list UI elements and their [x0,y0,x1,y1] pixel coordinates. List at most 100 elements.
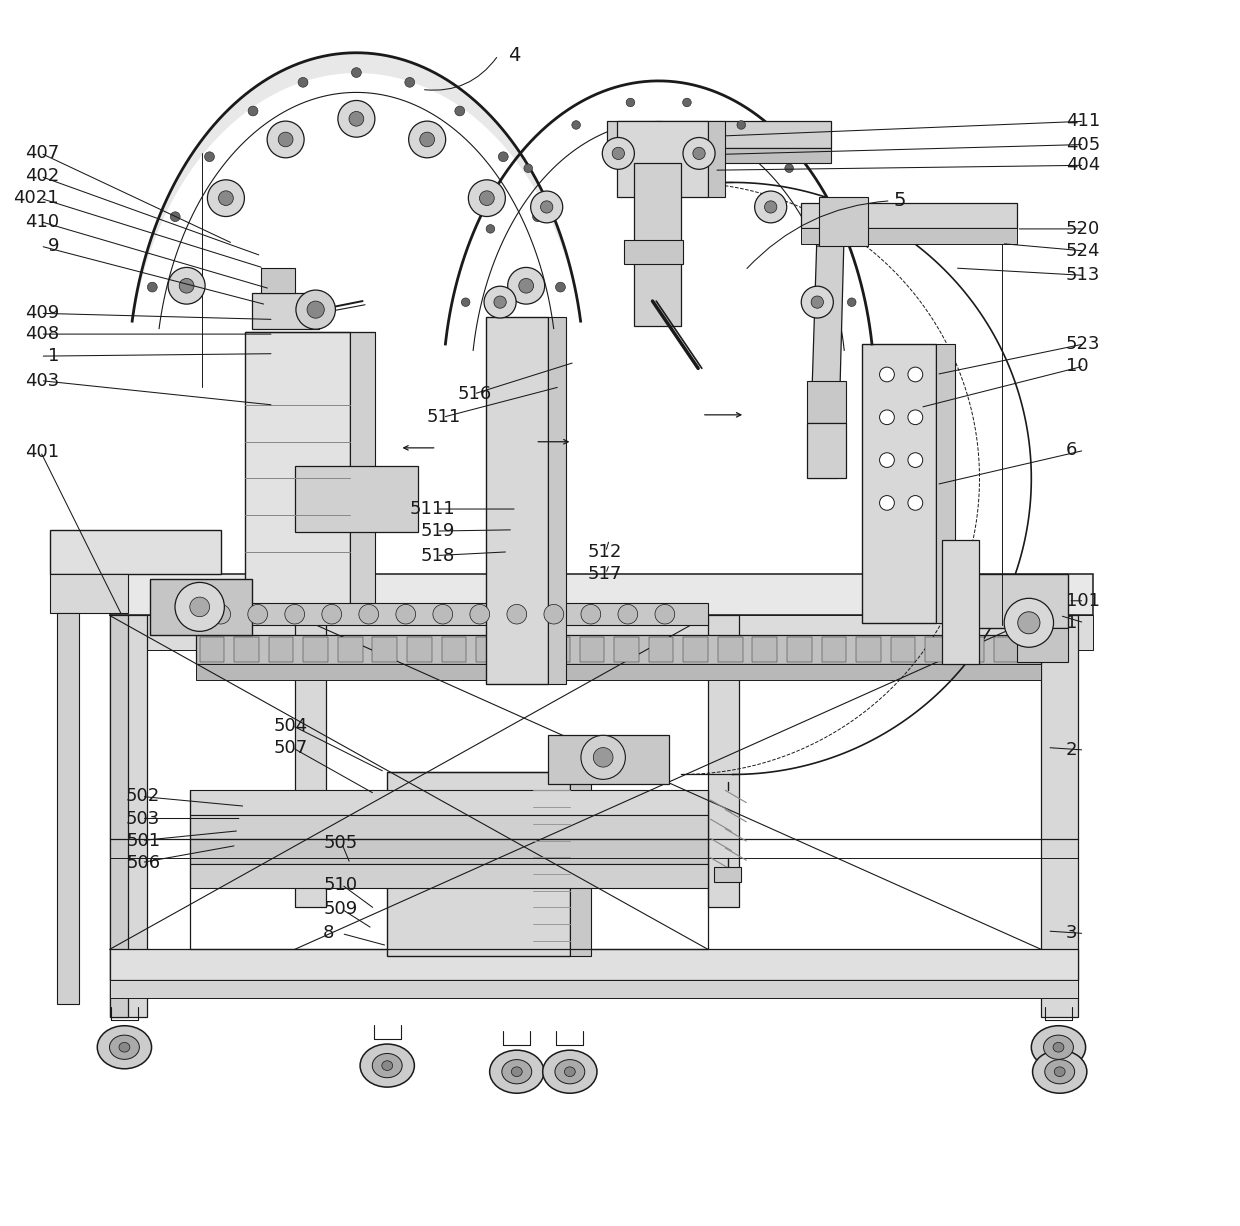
Circle shape [494,295,506,308]
Circle shape [908,367,923,381]
Polygon shape [190,864,708,888]
Circle shape [207,180,244,217]
Ellipse shape [372,1053,402,1078]
Polygon shape [196,664,1042,680]
Polygon shape [1042,615,1079,1016]
Circle shape [1018,612,1040,634]
Polygon shape [614,638,639,662]
Circle shape [433,604,453,624]
Text: 402: 402 [25,167,60,185]
Polygon shape [925,638,950,662]
Polygon shape [109,574,1092,615]
Text: 6: 6 [1066,441,1078,460]
Circle shape [626,98,635,107]
Polygon shape [200,638,224,662]
Polygon shape [196,603,708,625]
Circle shape [337,101,374,137]
Circle shape [267,121,304,158]
Circle shape [396,604,415,624]
Circle shape [285,604,305,624]
Polygon shape [708,121,725,197]
Polygon shape [960,638,985,662]
Polygon shape [109,615,128,1016]
Polygon shape [109,980,1079,998]
Polygon shape [372,638,397,662]
Polygon shape [295,615,326,906]
Circle shape [811,295,823,308]
Polygon shape [51,574,128,613]
Text: 524: 524 [1066,242,1100,260]
Circle shape [470,604,490,624]
Ellipse shape [382,1060,393,1070]
Polygon shape [856,638,880,662]
Circle shape [507,604,527,624]
Polygon shape [234,638,259,662]
Polygon shape [548,318,567,684]
Circle shape [455,107,465,116]
Circle shape [879,367,894,381]
Circle shape [655,604,675,624]
Ellipse shape [1054,1067,1065,1076]
Text: 9: 9 [47,237,60,255]
Polygon shape [150,579,252,635]
Circle shape [693,147,706,159]
Text: 517: 517 [587,565,621,582]
Text: 518: 518 [420,547,455,564]
Circle shape [785,164,794,173]
Text: 1: 1 [1066,614,1078,631]
Polygon shape [942,539,980,664]
Polygon shape [807,423,846,478]
Text: 509: 509 [324,900,357,918]
Circle shape [603,137,635,169]
Circle shape [908,409,923,424]
Text: 513: 513 [1066,266,1100,284]
Circle shape [205,152,215,162]
Text: 512: 512 [587,543,621,560]
Polygon shape [295,466,418,532]
Polygon shape [109,949,1079,980]
Circle shape [348,112,363,126]
Circle shape [765,201,776,213]
Polygon shape [190,791,708,815]
Polygon shape [822,638,846,662]
Polygon shape [862,343,936,623]
Polygon shape [441,638,466,662]
Polygon shape [606,121,832,148]
Polygon shape [109,615,1092,650]
Polygon shape [304,638,329,662]
Circle shape [190,597,210,617]
Polygon shape [350,332,374,619]
Circle shape [409,121,445,158]
Ellipse shape [360,1045,414,1087]
Polygon shape [262,268,295,293]
Ellipse shape [1053,1042,1064,1052]
Circle shape [908,452,923,467]
Circle shape [1004,598,1054,647]
Circle shape [879,495,894,510]
Polygon shape [580,638,604,662]
Polygon shape [810,246,843,478]
Polygon shape [683,638,708,662]
Circle shape [755,191,786,223]
Circle shape [480,191,495,206]
Ellipse shape [1044,1035,1074,1059]
Polygon shape [708,615,739,906]
Ellipse shape [97,1026,151,1069]
Text: 5111: 5111 [409,500,455,519]
Text: 401: 401 [25,443,60,461]
Polygon shape [196,635,1042,664]
Polygon shape [787,638,812,662]
Circle shape [737,120,745,129]
Text: 4021: 4021 [14,189,60,207]
Ellipse shape [1033,1051,1086,1094]
Text: 3: 3 [1066,924,1078,943]
Polygon shape [51,530,221,574]
Circle shape [248,107,258,116]
Text: 405: 405 [1066,136,1100,153]
Ellipse shape [564,1067,575,1076]
Polygon shape [190,840,708,864]
Circle shape [308,302,325,319]
Text: 411: 411 [1066,113,1100,130]
Polygon shape [109,615,146,1016]
Text: 408: 408 [25,325,60,343]
